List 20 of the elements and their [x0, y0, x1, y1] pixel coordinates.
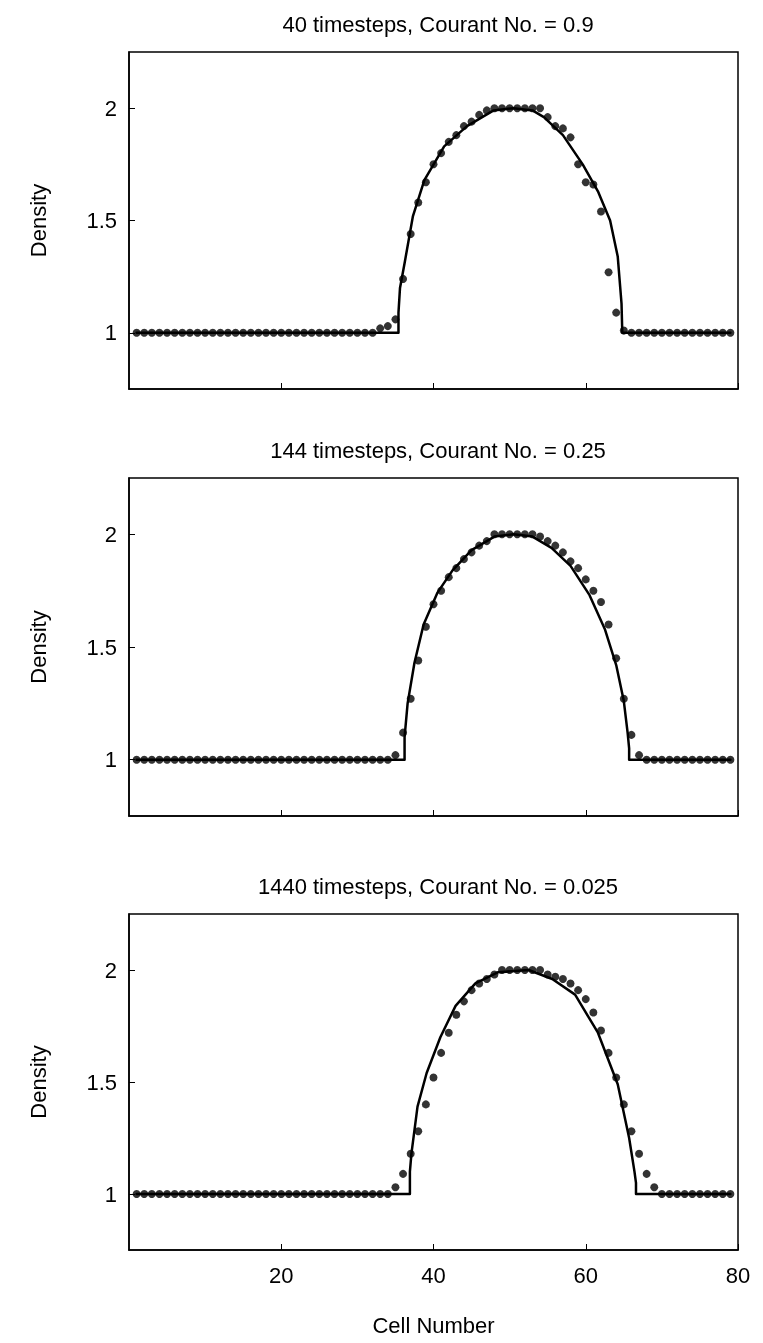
x-axis-title: Cell Number	[372, 1312, 495, 1338]
chart-title: 1440 timesteps, Courant No. = 0.025	[257, 873, 619, 899]
chart-title: 40 timesteps, Courant No. = 0.9	[282, 11, 594, 37]
y-axis-title: Density	[25, 183, 51, 258]
y-tick-label: 1.5	[86, 634, 117, 660]
y-axis-title: Density	[25, 1045, 51, 1119]
y-tick-label: 1.5	[86, 208, 117, 233]
y-tick-label: 2	[104, 521, 117, 547]
y-tick-label: 1	[104, 1181, 117, 1207]
x-tick-label: 80	[725, 1262, 751, 1288]
y-tick-label: 2	[104, 957, 117, 983]
x-tick-label: 40	[421, 1262, 446, 1288]
y-tick-label: 1.5	[86, 1069, 117, 1095]
x-tick-label: 60	[573, 1262, 598, 1288]
x-tick-label: 20	[269, 1262, 294, 1288]
y-tick-label: 1	[104, 747, 117, 773]
y-tick-label: 1	[104, 320, 117, 346]
y-tick-label: 2	[104, 95, 117, 121]
chart-title: 144 timesteps, Courant No. = 0.25	[270, 437, 606, 463]
y-axis-title: Density	[25, 610, 51, 684]
